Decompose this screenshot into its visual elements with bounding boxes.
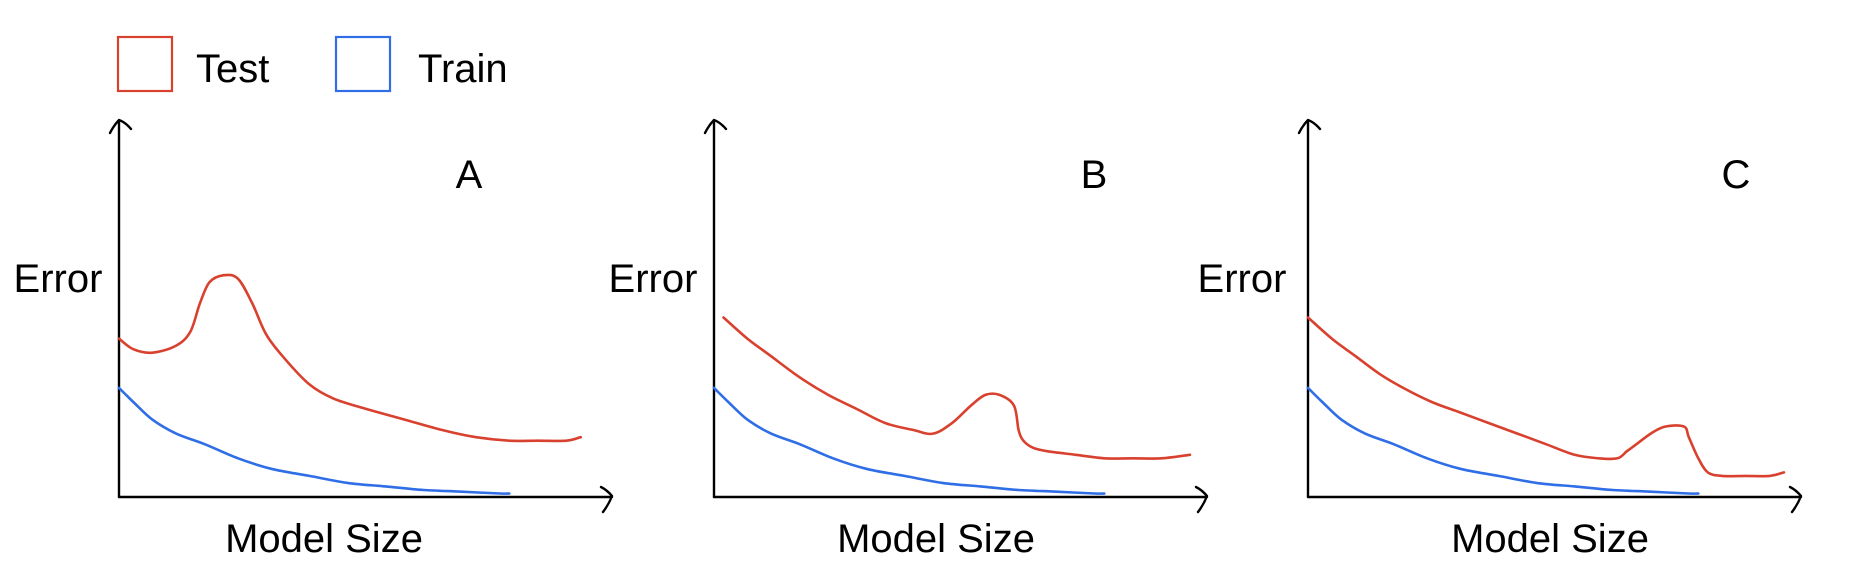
panel-c-train-line xyxy=(1306,386,1700,495)
panel-c: C Error Model Size xyxy=(1198,118,1803,561)
panel-c-y-axis xyxy=(1297,118,1322,499)
panel-b-test-line xyxy=(722,316,1192,460)
panel-c-ylabel: Error xyxy=(1198,257,1287,301)
panel-b-x-axis xyxy=(712,485,1209,514)
panel-a: A Error Model Size xyxy=(14,118,614,561)
panel-a-test-line xyxy=(117,273,582,443)
panel-b-y-axis xyxy=(703,118,728,499)
legend-swatch-test xyxy=(116,35,174,93)
legend-swatch-train xyxy=(334,35,392,93)
panel-b-train-line xyxy=(712,386,1106,495)
panel-a-title: A xyxy=(456,153,483,197)
panel-a-train-line xyxy=(117,386,511,495)
panel-b: B Error Model Size xyxy=(609,118,1209,561)
panel-c-x-axis xyxy=(1306,485,1803,514)
panel-b-ylabel: Error xyxy=(609,257,698,301)
panel-a-ylabel: Error xyxy=(14,257,103,301)
panel-a-xlabel: Model Size xyxy=(225,517,423,561)
panel-a-x-axis xyxy=(117,485,614,514)
panel-c-test-line xyxy=(1306,316,1786,478)
panel-b-title: B xyxy=(1081,153,1108,197)
panel-a-y-axis xyxy=(108,118,133,499)
panel-b-xlabel: Model Size xyxy=(837,517,1035,561)
panel-c-xlabel: Model Size xyxy=(1451,517,1649,561)
legend-label-test: Test xyxy=(196,47,269,91)
legend: Test Train xyxy=(116,35,508,93)
legend-label-train: Train xyxy=(418,47,508,91)
panel-c-title: C xyxy=(1722,153,1751,197)
